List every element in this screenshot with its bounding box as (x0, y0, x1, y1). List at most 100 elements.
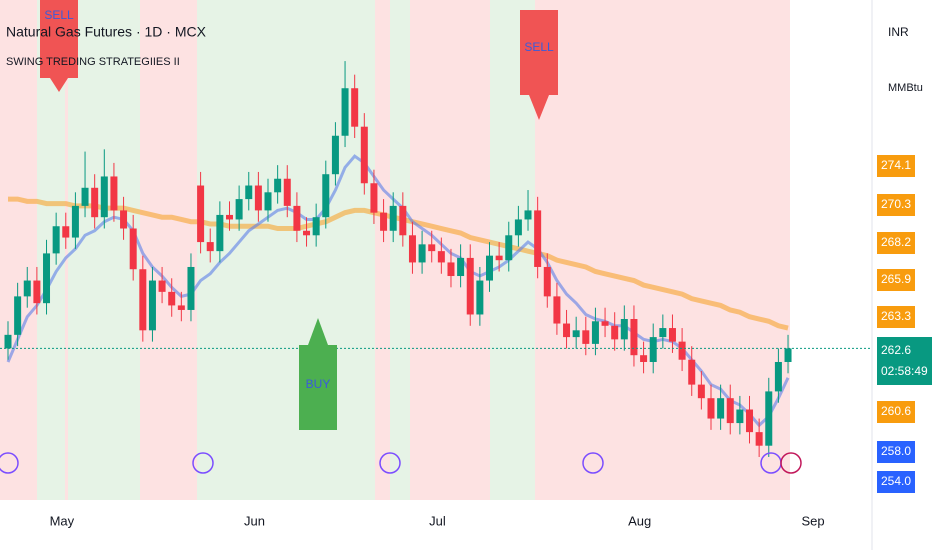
candle-body (110, 176, 118, 211)
event-icon[interactable] (582, 452, 604, 474)
candle-body (139, 269, 147, 331)
candle-body (341, 88, 349, 136)
candle-body (370, 183, 378, 213)
x-tick-label: Jun (244, 513, 265, 528)
price-label: 263.3 (881, 309, 911, 323)
candle-body (765, 391, 773, 446)
x-tick-label: Sep (801, 513, 824, 528)
candle-body (678, 341, 686, 360)
candle-body (524, 210, 532, 220)
candle-body (264, 192, 272, 211)
candle-body (216, 214, 224, 252)
countdown: 02:58:49 (881, 364, 928, 378)
candle-body (582, 330, 590, 344)
candle-body (505, 235, 513, 261)
candle-body (129, 228, 137, 270)
candle-body (293, 205, 301, 231)
candle-body (784, 348, 792, 362)
signal-box (299, 345, 337, 430)
candle-body (736, 409, 744, 424)
last-price-box (877, 337, 932, 385)
candle-body (428, 244, 436, 252)
price-label: 254.0 (881, 474, 911, 488)
candle-body (158, 280, 166, 292)
candle-body (553, 296, 561, 324)
event-icon[interactable] (780, 452, 802, 474)
candle-body (543, 266, 551, 297)
candle-body (437, 251, 445, 263)
candle-body (688, 359, 696, 385)
event-icon[interactable] (192, 452, 214, 474)
signal-box (520, 10, 558, 95)
price-label-box (877, 155, 915, 177)
candle-body (466, 257, 474, 315)
price-label-box (877, 194, 915, 216)
candle-body (447, 262, 455, 277)
candle-body (726, 398, 734, 424)
candle-body (100, 176, 108, 218)
candle-body (697, 384, 705, 399)
bullish-zone (390, 0, 410, 500)
unit: MMBtu (888, 82, 923, 94)
candle-body (177, 305, 185, 310)
candle-body (534, 210, 542, 267)
candle-body (274, 178, 282, 193)
candle-body (486, 255, 493, 281)
candle-body (659, 328, 667, 338)
candle-body (235, 199, 243, 220)
candle-body (331, 135, 339, 175)
last-price: 262.6 (881, 343, 911, 357)
moving-average (6, 154, 790, 428)
price-label-box (877, 471, 915, 493)
candle-body (303, 230, 311, 236)
candle-body (640, 355, 648, 362)
event-icon[interactable] (379, 452, 401, 474)
event-icon[interactable] (0, 452, 19, 474)
candle-body (408, 235, 416, 263)
candle-body (43, 253, 51, 304)
candle-body (225, 214, 233, 220)
price-label: 270.3 (881, 197, 911, 211)
candle-body (4, 334, 12, 349)
candle-body (668, 328, 676, 342)
candle-body (746, 409, 754, 433)
candle-body (717, 398, 725, 419)
candle-body (62, 226, 70, 238)
indicator-name: SWING TREDING STRATEGIIES II (6, 56, 180, 68)
price-label: 265.9 (881, 272, 911, 286)
plot-area (0, 61, 872, 458)
candle-body (148, 280, 156, 331)
candle-body (649, 337, 657, 362)
price-label: 268.2 (881, 235, 911, 249)
price-label-box (877, 401, 915, 423)
candle-body (389, 205, 397, 231)
candle-body (91, 187, 99, 218)
candle-body (168, 291, 176, 306)
candle-body (620, 319, 628, 340)
x-tick-label: Aug (628, 513, 651, 528)
buy-signal: BUY (299, 318, 337, 430)
price-label: 258.0 (881, 444, 911, 458)
candle-body (322, 174, 330, 218)
price-label-box (877, 232, 915, 254)
candle-body (81, 187, 89, 206)
signal-label: SELL (44, 8, 74, 22)
signal-label: BUY (306, 377, 331, 391)
candle-body (514, 219, 522, 236)
price-label: 260.6 (881, 404, 911, 418)
price-labels: 274.1 270.3 268.2 265.9 263.3 260.6 258.0 254.0… (877, 155, 932, 493)
bullish-zone (197, 0, 375, 500)
candle-body (591, 321, 599, 344)
currency: INR (888, 25, 909, 39)
x-tick-label: Jul (429, 513, 446, 528)
candle-body (630, 319, 638, 356)
event-icons (0, 452, 802, 474)
candle-body (601, 321, 609, 326)
candle-body (457, 257, 465, 277)
signal-arrow (50, 78, 68, 92)
bullish-zone (68, 0, 140, 500)
moving-average (8, 196, 789, 331)
candle-body (495, 255, 503, 261)
